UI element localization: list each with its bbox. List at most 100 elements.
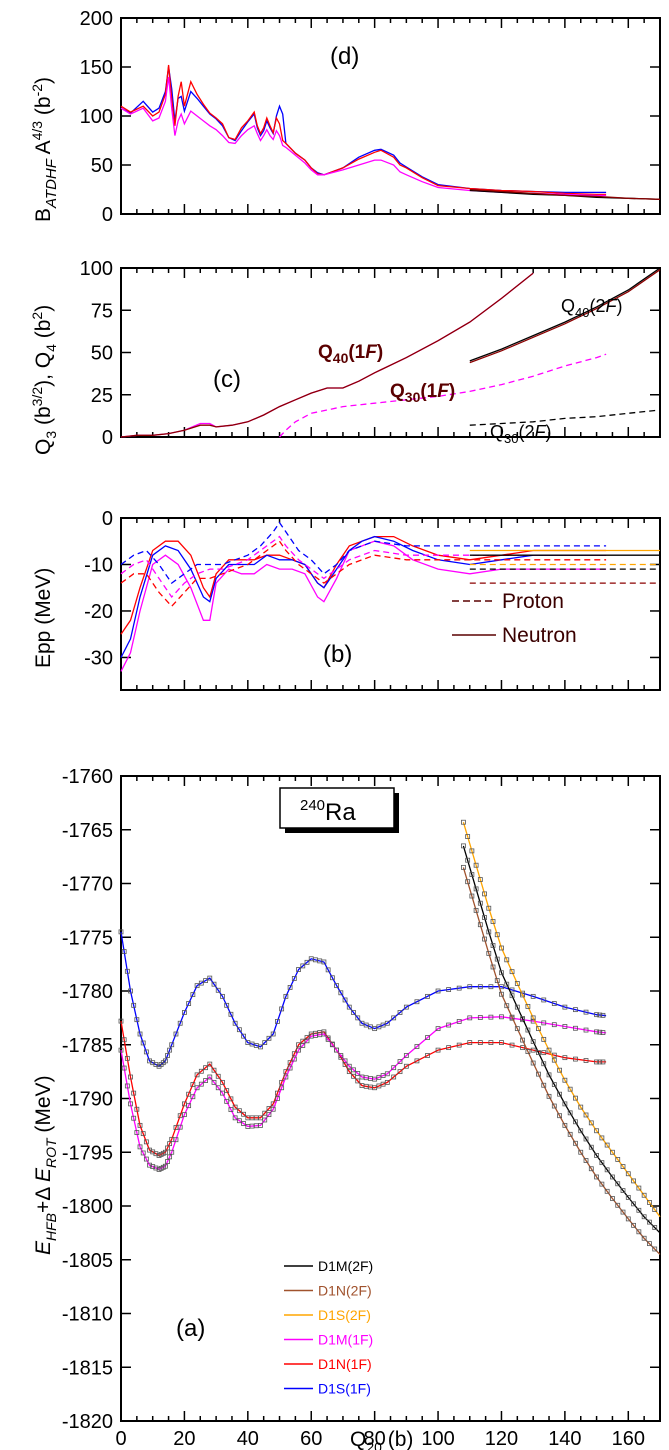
data-point [228,1107,234,1113]
data-point [578,1128,584,1134]
data-point [258,1044,263,1050]
annotation-q30-2f: Q30(2F) [490,422,552,446]
data-point [403,1063,409,1069]
data-point [190,1082,196,1087]
data-point [198,1068,204,1074]
panel-a-ticks: 0 20 40 60 80 100 120 140 160 -1760 -1765 -1770 -177… [62,766,661,1450]
data-point [162,1058,168,1064]
data-point [631,1222,636,1228]
data-point [456,1042,462,1048]
data-point [520,1037,526,1043]
data-point [198,980,204,986]
data-point [620,1164,626,1169]
data-point [283,1074,289,1080]
data-point [504,1003,510,1009]
panel-b: 0 -10 -20 -30 (b) Proton Neutron Epp (MeV) [32,508,661,691]
data-point [620,1209,626,1215]
data-point [467,1040,473,1045]
data-point [270,1031,276,1037]
data-point [467,1015,473,1021]
data-point [177,1020,183,1026]
y-tick-label: -1770 [62,874,113,896]
data-point [182,1010,187,1015]
data-point [118,1018,124,1024]
data-point [482,915,487,920]
y-tick-label: -1800 [62,1196,113,1218]
y-tick-label: 75 [91,300,113,322]
data-point [477,1040,483,1045]
data-point [203,1065,208,1071]
x-tick-label: 80 [364,1428,386,1450]
panel-a-series [118,819,661,1255]
data-point [588,1120,594,1126]
panel-b-series [120,521,660,672]
y-tick-label: 0 [102,204,113,226]
data-point [465,857,471,863]
data-point [594,1128,599,1134]
series-line [120,540,607,672]
data-point [342,997,348,1003]
data-point [488,1014,494,1020]
data-point [355,1071,361,1076]
y-tick-label: 0 [102,427,113,449]
data-point [279,1006,285,1012]
data-point [583,1158,589,1163]
legend-label: D1S(1F) [318,1381,371,1397]
data-point [403,1053,409,1058]
data-point [425,993,430,999]
data-point [325,967,331,973]
data-point [636,1207,642,1213]
data-point [525,1027,531,1033]
data-point [583,1009,589,1015]
data-point [583,1136,589,1142]
panel-d-series [120,64,661,200]
data-point [403,1004,409,1010]
x-tick-label: 140 [548,1428,581,1450]
data-point [604,1142,610,1148]
data-point [600,1059,606,1065]
legend-label: D1S(2F) [318,1307,371,1323]
data-point [652,1246,658,1252]
data-point [551,1022,557,1028]
data-point [641,1192,647,1198]
data-point [520,992,526,998]
series-line [120,66,607,194]
y-tick-label: -1760 [62,766,113,788]
data-point [641,1235,647,1241]
data-point [194,1085,200,1091]
data-point [494,932,500,938]
data-point [194,983,200,989]
data-point [631,1201,636,1207]
data-point [641,1214,647,1220]
panel-b-ylabel: Epp (MeV) [32,568,55,668]
data-point [520,1045,526,1051]
series-line-q40-2f-b [469,269,661,364]
data-point [329,975,335,981]
data-point [121,1037,127,1043]
data-point [150,1164,156,1169]
data-point [211,1067,217,1073]
data-point [482,891,487,897]
legend-label: D1N(2F) [318,1283,372,1299]
data-point [594,1174,599,1180]
data-point [207,1074,213,1080]
data-point [562,1101,568,1107]
data-point [118,1047,124,1053]
data-point [296,1047,301,1053]
panel-b-label: (b) [323,641,352,668]
data-point [121,949,127,954]
data-point [215,1073,221,1079]
data-point [615,1157,621,1162]
data-point [118,929,124,935]
data-point [351,1073,356,1079]
data-point [207,1061,213,1067]
data-point [220,1090,225,1096]
data-point [499,970,504,976]
series-line [120,521,607,585]
legend-label: D1N(1F) [318,1356,372,1372]
data-point [131,1115,137,1121]
data-point [562,1004,568,1010]
data-point [147,1162,152,1168]
data-point [131,1002,137,1008]
data-point [342,1058,348,1064]
